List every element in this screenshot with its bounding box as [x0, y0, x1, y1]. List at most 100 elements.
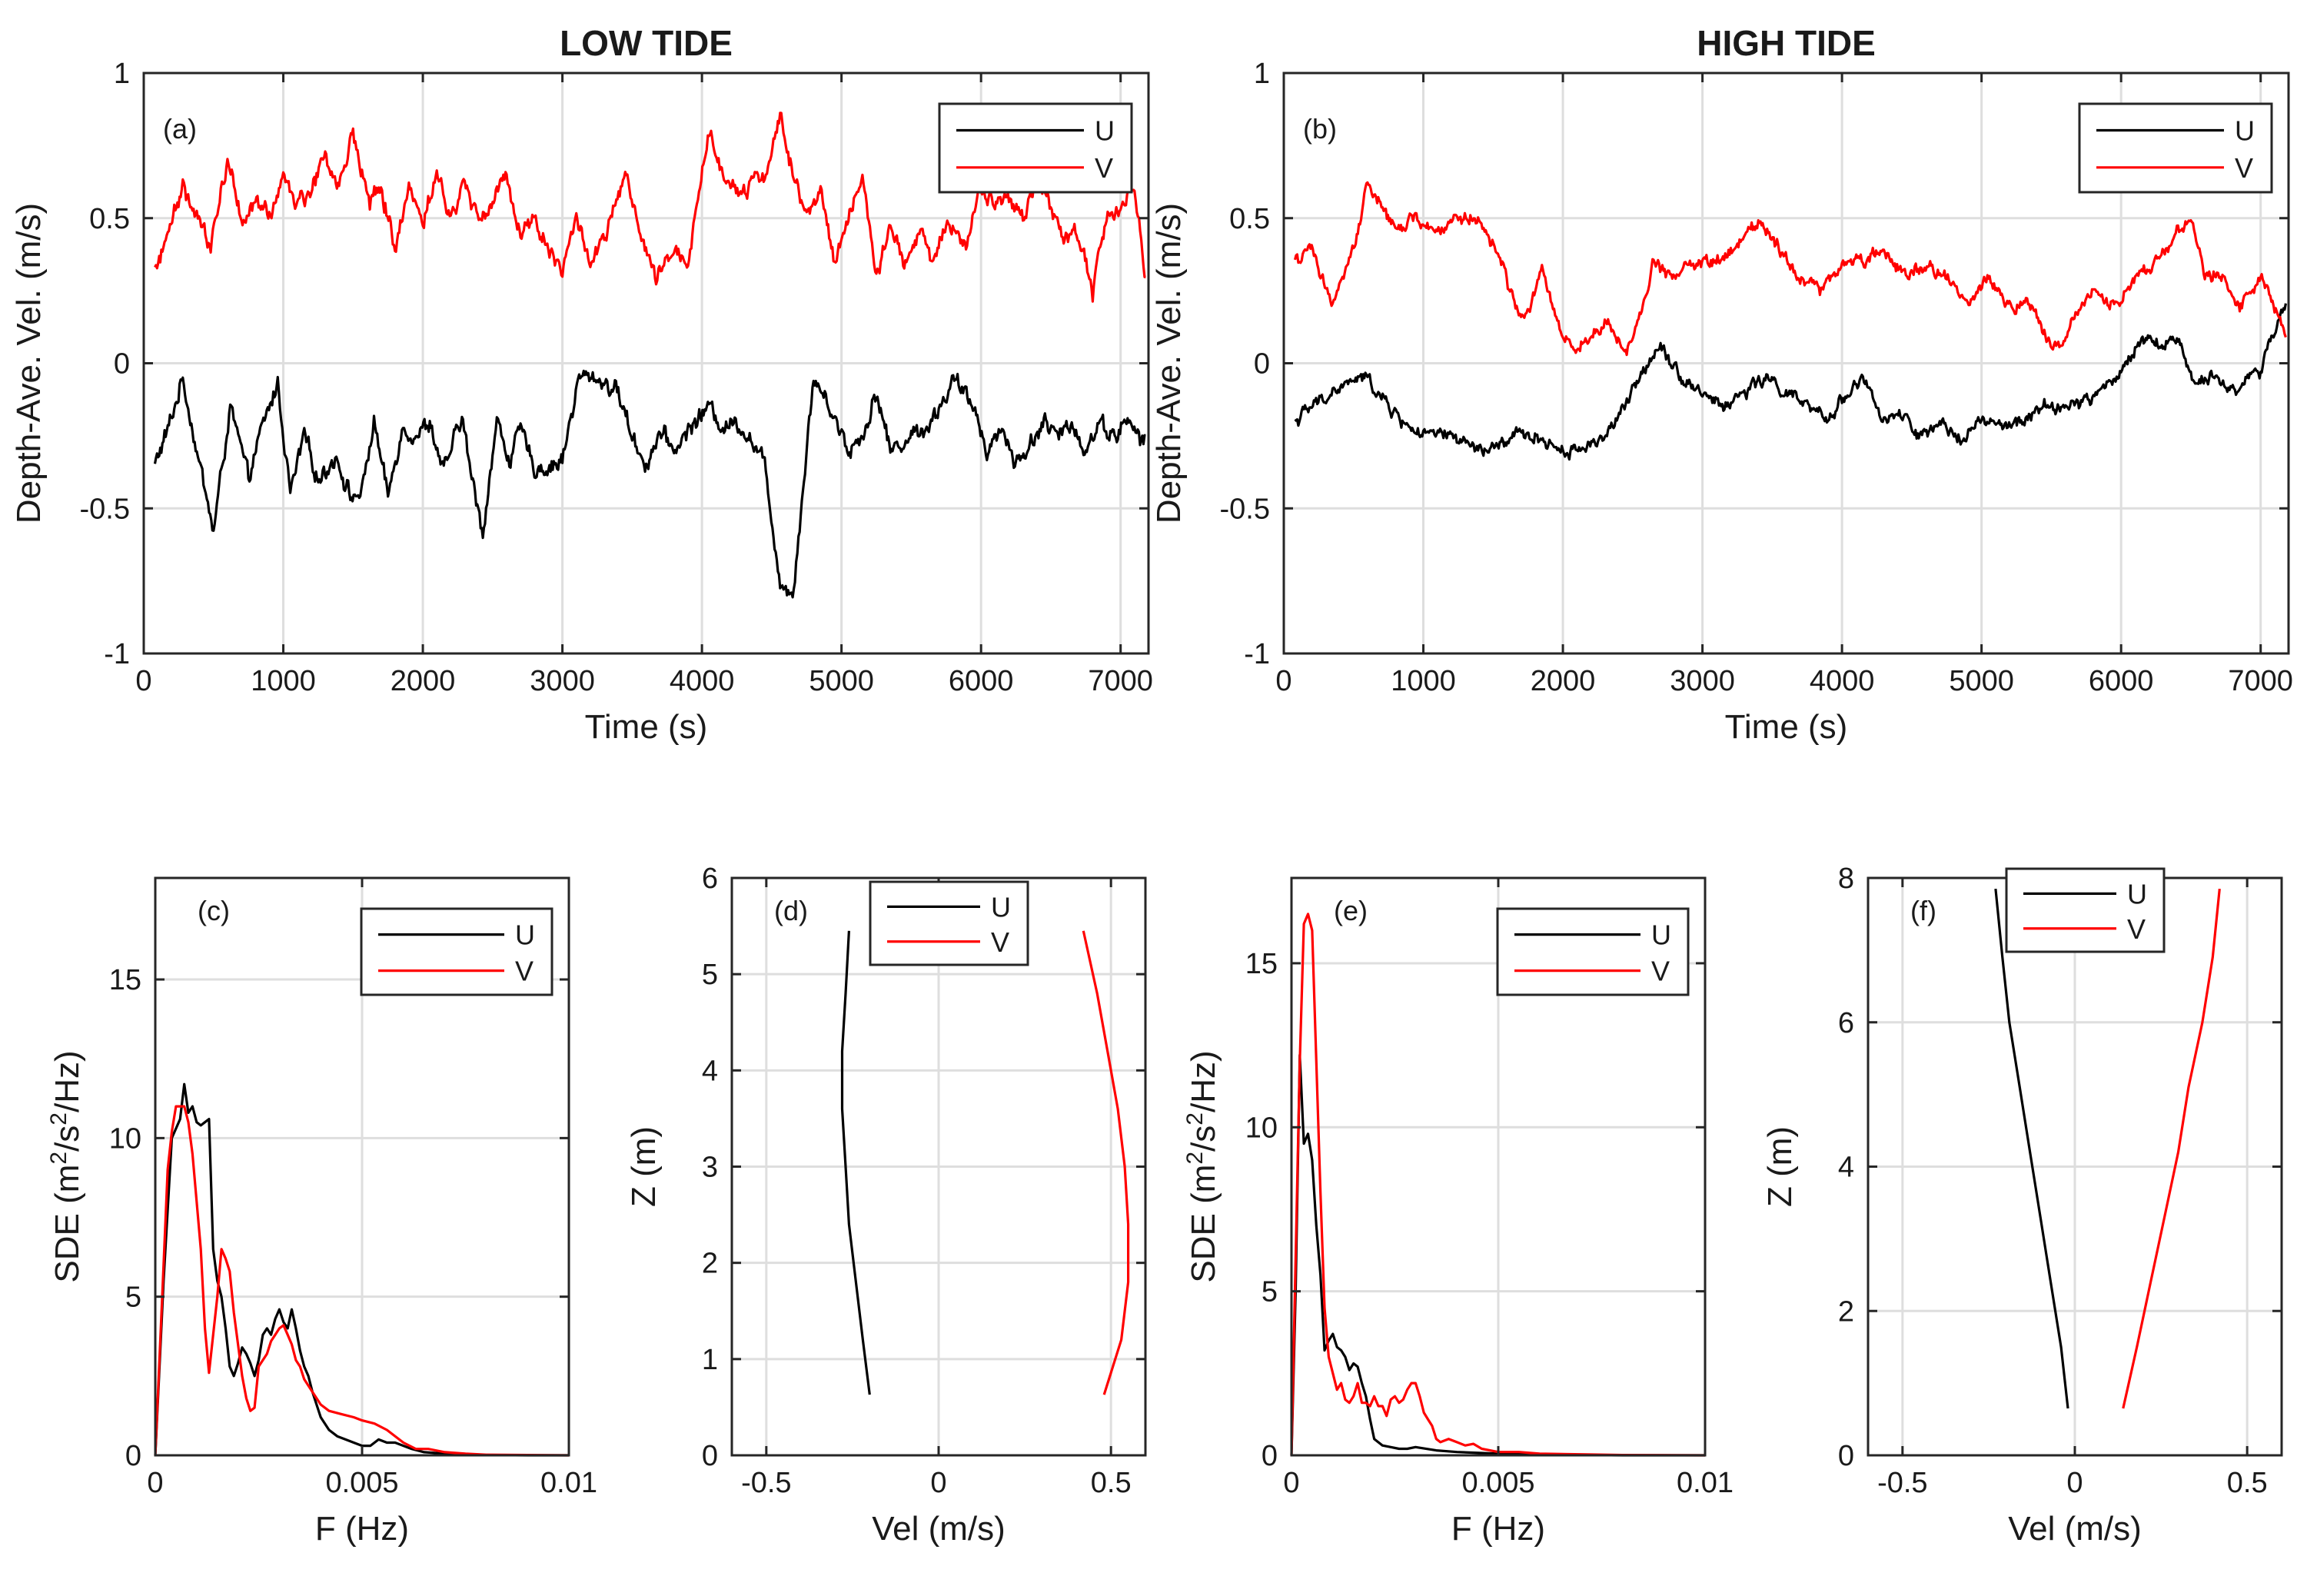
panel-label: (f) [1910, 895, 1936, 926]
series-v-line [1290, 913, 1706, 1457]
x-tick-label: 5000 [1949, 665, 2014, 697]
y-tick-label: -0.5 [80, 493, 130, 525]
series-u-line [1294, 303, 2287, 461]
y-axis-label-part: 2 [1182, 1112, 1208, 1126]
x-tick-label: 0 [2066, 1467, 2083, 1499]
y-tick-label: 0 [1838, 1440, 1854, 1472]
y-tick-label: 10 [109, 1122, 141, 1155]
x-tick-label: 0.5 [2227, 1467, 2268, 1499]
x-axis-label: Vel (m/s) [872, 1510, 1006, 1548]
x-tick-label: 2000 [391, 665, 456, 697]
legend: UV [2078, 102, 2273, 194]
series-u-line [1994, 888, 2069, 1409]
y-axis-label-part: 2 [1182, 1152, 1208, 1165]
x-axis-label: F (Hz) [1451, 1510, 1545, 1548]
series-v-line [1293, 181, 2287, 357]
y-tick-label: 10 [1245, 1112, 1278, 1144]
legend: UV [938, 102, 1133, 194]
x-tick-label: 7000 [1088, 665, 1153, 697]
x-tick-label: 7000 [2228, 665, 2293, 697]
y-tick-label: 15 [1245, 948, 1278, 980]
y-axis-label-part: /s [1185, 1126, 1222, 1152]
x-tick-label: 3000 [530, 665, 595, 697]
legend-label-v: V [991, 926, 1009, 958]
legend-box [2005, 867, 2166, 953]
y-axis-label: SDE (m2/s2/Hz) [1182, 1050, 1223, 1282]
y-tick-label: -0.5 [1220, 493, 1270, 525]
x-tick-label: -0.5 [1877, 1467, 1927, 1499]
legend: UV [2005, 867, 2166, 953]
y-axis-label-part: SDE (m [48, 1165, 86, 1283]
legend-box [360, 907, 553, 996]
y-tick-label: 4 [1838, 1152, 1854, 1184]
x-axis-label: Vel (m/s) [2008, 1510, 2142, 1548]
y-tick-label: 0 [1262, 1440, 1278, 1472]
x-tick-label: -0.5 [741, 1467, 791, 1499]
y-axis-label-part: SDE (m [1185, 1165, 1222, 1283]
y-tick-label: 5 [125, 1282, 141, 1314]
series-v-line [2122, 888, 2221, 1409]
y-axis-label: Depth-Ave. Vel. (m/s) [10, 203, 48, 524]
y-tick-label: 6 [702, 863, 718, 895]
legend: UV [869, 880, 1029, 966]
x-tick-label: 0 [930, 1467, 946, 1499]
legend-label-u: U [1651, 919, 1671, 951]
legend-box [869, 880, 1029, 966]
y-axis-label: Depth-Ave. Vel. (m/s) [1150, 203, 1188, 524]
x-tick-label: 1000 [251, 665, 316, 697]
x-axis-label: Time (s) [1725, 708, 1848, 746]
y-tick-label: -1 [1244, 638, 1270, 670]
series-v-line [154, 1105, 570, 1457]
x-tick-label: 6000 [949, 665, 1014, 697]
x-tick-label: 1000 [1391, 665, 1456, 697]
legend-label-u: U [515, 919, 535, 951]
legend-box [2078, 102, 2273, 194]
x-tick-label: 0.005 [1461, 1467, 1534, 1499]
y-tick-label: 3 [702, 1152, 718, 1184]
y-axis-label-part: /Hz) [48, 1050, 86, 1112]
x-tick-label: 0 [1275, 665, 1291, 697]
x-axis-label: F (Hz) [315, 1510, 409, 1548]
x-tick-label: 0.01 [540, 1467, 597, 1499]
panel-f: -0.5 0 0.5 0 2 4 6 8 Vel (m/s) Z (m) (f) UV [1761, 863, 2283, 1548]
panel-label: (a) [163, 113, 197, 145]
y-axis-label: Z (m) [625, 1126, 663, 1207]
y-tick-label: 2 [702, 1248, 718, 1280]
y-axis-label: SDE (m2/s2/Hz) [46, 1050, 87, 1282]
y-tick-label: 5 [702, 959, 718, 991]
legend-label-u: U [2235, 115, 2255, 147]
y-tick-label: -1 [104, 638, 130, 670]
panel-label: (c) [198, 895, 230, 926]
y-tick-label: 0.5 [1229, 203, 1270, 235]
panel-label: (b) [1303, 113, 1337, 145]
series-u-line [840, 930, 871, 1395]
y-tick-label: 0 [125, 1440, 141, 1472]
legend-label-u: U [2127, 878, 2147, 909]
legend: UV [360, 907, 553, 996]
x-tick-label: 0.01 [1677, 1467, 1734, 1499]
y-tick-label: 5 [1262, 1276, 1278, 1308]
legend-label-v: V [1651, 956, 1670, 987]
legend-label-u: U [991, 891, 1011, 923]
x-tick-label: 4000 [670, 665, 735, 697]
x-tick-label: 0 [135, 665, 151, 697]
series-u-line [153, 369, 1146, 599]
panel-title: HIGH TIDE [1697, 23, 1876, 63]
legend-label-v: V [515, 956, 534, 987]
y-axis-label-part: /Hz) [1185, 1050, 1222, 1112]
panel-b: 0 1000 2000 3000 4000 5000 6000 7000 -1 -0.5 0 0.5 1… [1150, 23, 2293, 746]
panel-d: -0.5 0 0.5 0 1 2 3 4 5 6 Vel (m/s) Z (m) (d) UV [625, 863, 1147, 1548]
series-v-line [1082, 930, 1130, 1395]
legend-box [1496, 907, 1690, 996]
x-tick-label: 6000 [2089, 665, 2154, 697]
y-axis-label: Z (m) [1761, 1126, 1799, 1207]
legend-label-v: V [2235, 152, 2253, 184]
y-tick-label: 1 [114, 58, 130, 90]
x-axis-label: Time (s) [585, 708, 708, 746]
y-tick-label: 0.5 [89, 203, 130, 235]
x-tick-label: 4000 [1810, 665, 1875, 697]
y-tick-label: 0 [1254, 348, 1270, 381]
